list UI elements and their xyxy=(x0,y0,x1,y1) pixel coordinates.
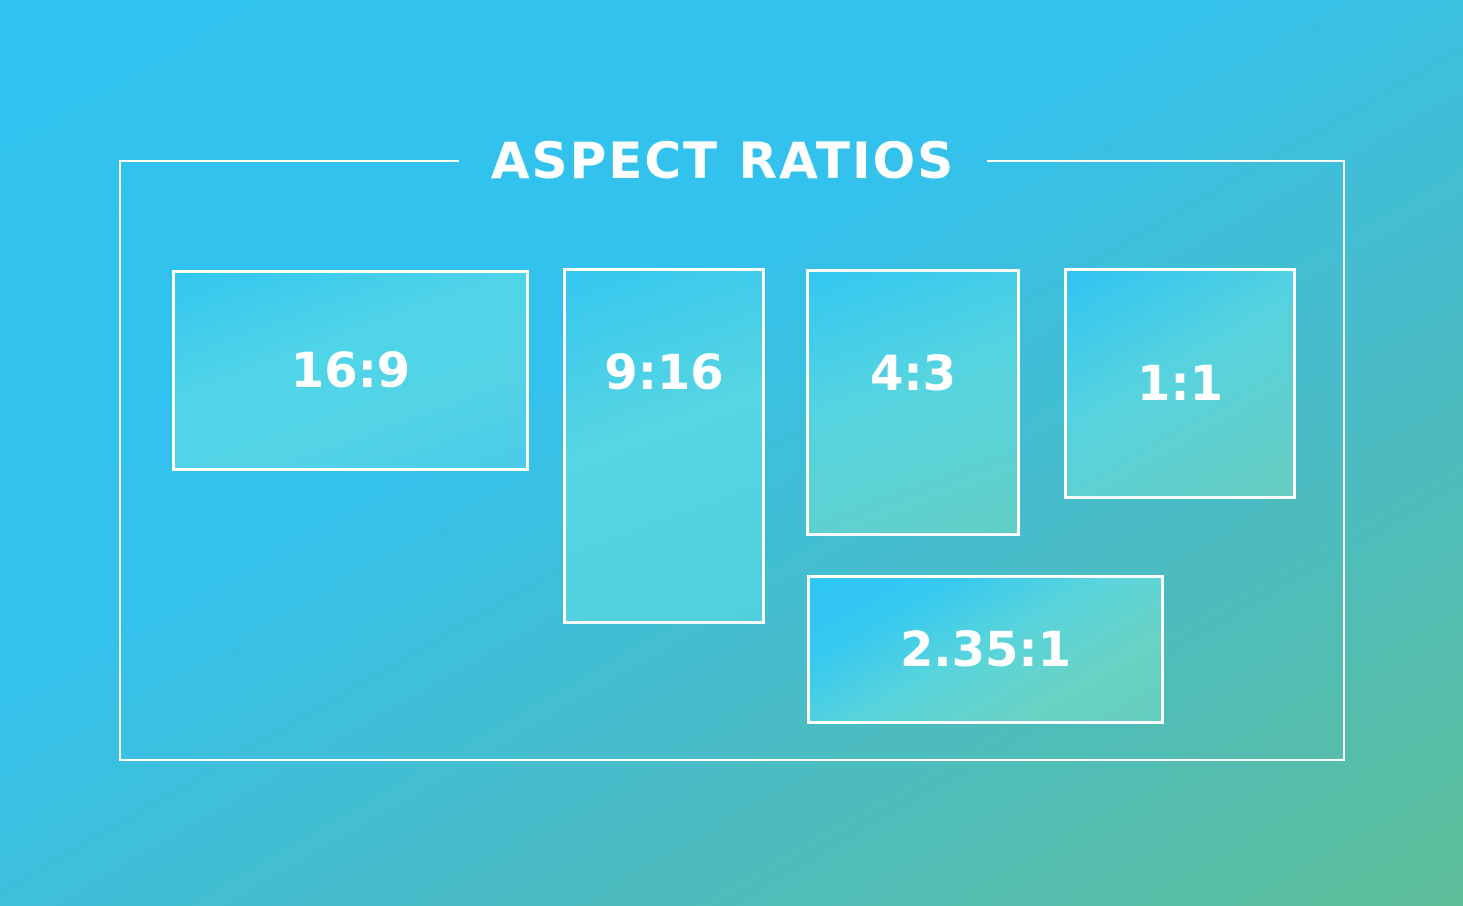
ratio-box-1-1: 1:1 xyxy=(1064,268,1296,499)
ratio-box-2-35-1: 2.35:1 xyxy=(807,575,1164,724)
ratio-box-4-3: 4:3 xyxy=(806,269,1020,536)
ratio-label-16-9: 16:9 xyxy=(290,342,411,399)
title-frame-gap xyxy=(459,156,987,166)
ratio-box-16-9: 16:9 xyxy=(172,270,529,471)
ratio-box-9-16: 9:16 xyxy=(563,268,765,624)
ratio-label-2-35-1: 2.35:1 xyxy=(899,621,1072,678)
ratio-label-4-3: 4:3 xyxy=(870,346,956,402)
diagram-title: ASPECT RATIOS xyxy=(490,132,956,190)
ratio-label-9-16: 9:16 xyxy=(604,345,724,401)
ratio-label-1-1: 1:1 xyxy=(1137,355,1223,412)
